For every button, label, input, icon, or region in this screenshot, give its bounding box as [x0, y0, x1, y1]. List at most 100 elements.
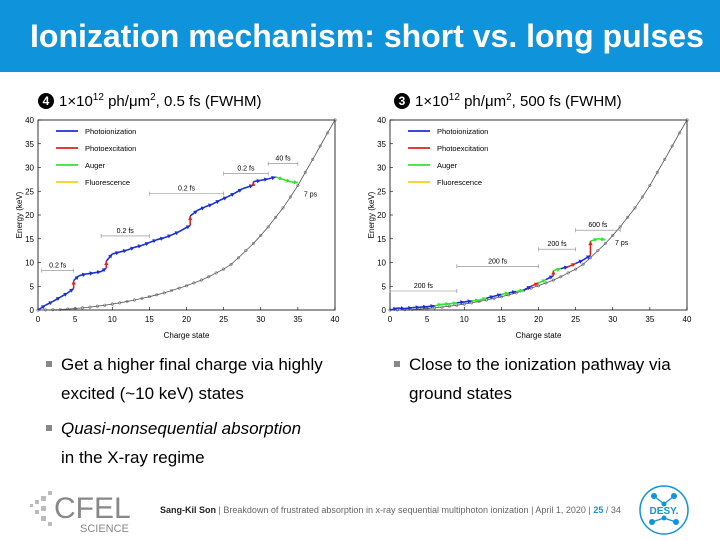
time-label: 0.2 fs	[49, 263, 67, 270]
ground-state-point	[536, 284, 541, 288]
ground-state-point	[73, 307, 77, 311]
x-tick-label: 35	[645, 315, 654, 324]
pathway-arrow-photoexcitation	[188, 215, 193, 220]
ground-state-point	[574, 267, 578, 271]
cfel-dots-icon	[30, 491, 52, 526]
heading-unit: ph/μm	[103, 93, 151, 110]
heading-unit-exp: 2	[506, 92, 512, 103]
pathway-arrow-photoionization	[585, 255, 591, 260]
ground-state-curve	[389, 119, 688, 311]
ground-state-point	[199, 278, 203, 282]
ground-state-curve	[37, 119, 336, 311]
ground-state-point	[640, 195, 645, 199]
heading-exp: 12	[92, 92, 104, 103]
pathway-arrow-photoexcitation	[571, 263, 576, 268]
y-tick-label: 10	[25, 259, 34, 268]
pathway-arrow-photoionization	[263, 177, 269, 182]
legend-label: Auger	[437, 161, 458, 170]
pathway-arrow-photoionization	[55, 297, 61, 302]
ground-state-point	[95, 304, 99, 308]
pathway-arrow-photoionization	[40, 305, 46, 310]
pathway-arrow-auger	[519, 288, 524, 293]
y-tick-label: 5	[382, 282, 387, 291]
ground-state-point	[326, 131, 330, 135]
badge-right: 3	[394, 93, 410, 109]
ground-state-point	[274, 215, 278, 219]
legend-label: Photoionization	[437, 127, 488, 136]
pathway-arrow-photoionization	[152, 239, 157, 244]
heading-prefix: 1×10	[415, 93, 449, 110]
pathway-arrow-auger	[437, 302, 442, 308]
pathway-arrow-photoionization	[526, 286, 532, 290]
legend-label: Auger	[85, 161, 106, 170]
footer-page-total: / 34	[605, 505, 621, 515]
y-tick-label: 10	[377, 259, 386, 268]
y-tick-label: 35	[377, 140, 386, 149]
ground-state-point	[492, 296, 496, 300]
ground-state-point	[670, 144, 674, 148]
bullet-left-1: Get a higher final charge via highly exc…	[46, 350, 346, 408]
heading-unit: ph/μm	[459, 93, 507, 110]
ground-state-point	[462, 302, 466, 306]
pathway-arrow-auger	[556, 267, 561, 272]
y-tick-label: 35	[25, 140, 34, 149]
time-label: 7 ps	[304, 192, 318, 199]
y-tick-label: 20	[25, 211, 34, 220]
pathway-arrow-auger	[482, 297, 487, 302]
x-tick-label: 10	[460, 315, 469, 324]
ground-state-point	[81, 306, 85, 310]
ground-state-point	[626, 215, 630, 219]
x-tick-label: 20	[534, 315, 543, 324]
pathway-arrow-photoionization	[563, 265, 569, 270]
cfel-logo: CFEL SCIENCE	[30, 491, 131, 535]
footer-author: Sang-Kil Son	[160, 505, 216, 515]
ground-state-point	[499, 295, 503, 299]
footer-date: April 1, 2020	[535, 505, 586, 515]
x-tick-label: 0	[36, 315, 41, 324]
pathway-arrow-photoionization	[96, 270, 102, 275]
pathway-arrow-photoionization	[69, 288, 74, 293]
legend-label: Photoexcitation	[85, 144, 136, 153]
time-label: 0.2 fs	[178, 186, 196, 193]
pathway-arrow-photoionization	[137, 244, 142, 249]
cfel-sub: SCIENCE	[80, 523, 129, 535]
ground-state-point	[596, 249, 600, 253]
x-axis-label: Charge state	[164, 331, 210, 340]
pathway-arrow-photoionization	[215, 200, 220, 204]
ground-state-point	[229, 262, 233, 266]
ground-state-point	[66, 307, 70, 311]
badge-left: 4	[38, 93, 54, 109]
footer-page: 25	[593, 505, 604, 515]
time-label: 200 fs	[414, 283, 434, 290]
pathway-arrow-photoionization	[578, 259, 584, 264]
pathway-arrow-auger	[445, 301, 450, 307]
pathway-arrow-photoionization	[460, 300, 465, 305]
y-tick-label: 20	[377, 211, 386, 220]
pathway-arrow-photoionization	[548, 275, 554, 280]
pathway-arrow-photoionization	[159, 236, 165, 241]
x-tick-label: 40	[683, 315, 692, 324]
ground-state-point	[110, 302, 114, 306]
left-panel-heading: 4 1×1012 ph/μm2, 0.5 fs (FWHM)	[38, 92, 261, 110]
x-axis-label: Charge state	[516, 331, 562, 340]
x-tick-label: 30	[256, 315, 265, 324]
ground-state-point	[88, 305, 92, 309]
y-tick-label: 40	[377, 116, 386, 125]
ground-state-point	[170, 288, 174, 293]
x-tick-label: 15	[497, 315, 506, 324]
pathway-arrow-photoionization	[400, 306, 405, 311]
legend-label: Fluorescence	[437, 178, 482, 187]
ground-state-point	[222, 267, 226, 271]
y-tick-label: 5	[30, 282, 35, 291]
pathway-arrow-auger	[593, 237, 598, 243]
pathway-arrow-photoionization	[122, 249, 128, 254]
ground-state-point	[155, 293, 159, 297]
bullet-text: Get a higher final charge via highly exc…	[61, 355, 323, 403]
pathway-arrow-photoexcitation	[551, 270, 556, 275]
ground-state-point	[603, 241, 607, 246]
ground-state-point	[43, 308, 47, 312]
x-tick-label: 0	[388, 315, 393, 324]
pathway-arrow-photoionization	[415, 305, 420, 310]
pathway-arrow-photoionization	[115, 250, 120, 256]
bullet-marker	[46, 425, 52, 431]
